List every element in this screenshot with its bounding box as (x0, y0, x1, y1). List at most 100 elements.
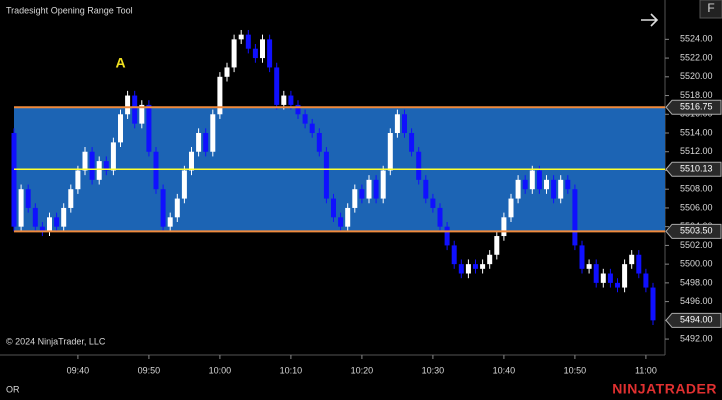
candle-body (75, 170, 81, 190)
x-tick-label: 10:10 (280, 365, 303, 375)
price-flag-label: 5503.50 (680, 226, 713, 236)
candle-body (260, 39, 265, 59)
y-tick-label: 5502.00 (680, 240, 713, 250)
plot-area (11, 29, 665, 326)
button-label[interactable]: F (707, 1, 714, 15)
arrow-icon[interactable] (641, 13, 659, 27)
price-flag (665, 99, 722, 115)
candle-body (338, 217, 344, 227)
candle-body (380, 170, 386, 199)
annotation: A (115, 54, 125, 70)
candle-body (536, 170, 542, 190)
x-tick-label: 09:50 (138, 365, 161, 375)
candle-body (224, 67, 230, 77)
candle-body (480, 264, 486, 269)
price-flag (665, 223, 722, 239)
price-flag-label: 5516.75 (680, 102, 713, 112)
candle-body (245, 34, 251, 49)
candle-body (174, 198, 180, 218)
x-tick-label: 10:00 (209, 365, 232, 375)
candle-body (139, 104, 145, 124)
candle-body (132, 95, 138, 124)
candle-body (607, 273, 613, 283)
candle-body (217, 76, 223, 115)
candle-body (47, 217, 52, 232)
candle-body (89, 151, 95, 180)
y-tick-label: 5518.00 (680, 90, 713, 100)
candle-body (451, 245, 457, 265)
candle-body (402, 114, 407, 134)
chart-title: Tradesight Opening Range Tool (6, 5, 133, 15)
y-tick-label: 5498.00 (680, 277, 713, 287)
candle-body (558, 179, 564, 199)
candle-body (416, 151, 422, 180)
candle-body (103, 161, 109, 171)
candle-body (196, 133, 202, 152)
candle-body (181, 170, 187, 199)
candle-body (252, 48, 258, 59)
candle-body (82, 151, 88, 171)
y-tick-label: 5522.00 (680, 52, 713, 62)
candle-body (267, 39, 273, 68)
candle-body (39, 226, 45, 232)
candle-body (32, 207, 38, 227)
candle-body (586, 264, 592, 269)
candle-body (309, 123, 315, 134)
candle-body (501, 217, 507, 237)
x-tick-label: 09:40 (67, 365, 90, 375)
candle-body (373, 179, 379, 199)
candle-body (18, 189, 24, 227)
candle-body (387, 133, 393, 171)
candle-body (11, 133, 17, 227)
candle-body (529, 170, 535, 190)
candle-body (153, 151, 159, 190)
y-tick-label: 5500.00 (680, 259, 713, 269)
candle-body (274, 67, 280, 105)
candle-body (68, 189, 74, 208)
candle-body (394, 114, 400, 134)
y-tick-label: 5514.00 (680, 127, 713, 137)
candle-body (110, 142, 116, 171)
candle-body (458, 264, 464, 274)
candle-body (203, 133, 209, 152)
y-tick-label: 5496.00 (680, 296, 713, 306)
candle-body (430, 198, 436, 208)
candle-body (437, 207, 443, 227)
x-tick-label: 10:40 (493, 365, 516, 375)
candle-body (366, 179, 372, 199)
candle-body (409, 133, 415, 152)
y-tick-label: 5492.00 (680, 333, 713, 343)
candle-body (345, 207, 351, 227)
candle-body (288, 95, 294, 105)
candle-body (118, 114, 123, 143)
candle-body (508, 198, 514, 218)
candle-body (316, 133, 322, 152)
candle-body (551, 179, 557, 199)
candle-body (629, 254, 635, 265)
candle-body (238, 34, 244, 40)
y-tick-label: 5524.00 (680, 34, 713, 44)
candle-body (160, 189, 166, 227)
candle-body (25, 189, 31, 208)
y-tick-label: 5520.00 (680, 71, 713, 81)
candle-body (600, 273, 606, 283)
candle-body (61, 207, 67, 227)
candle-body (125, 95, 131, 115)
x-tick-label: 10:30 (422, 365, 445, 375)
candle-body (622, 264, 628, 288)
button[interactable] (699, 0, 722, 19)
candle-body (281, 95, 287, 105)
candle-body (515, 179, 521, 199)
candle-body (146, 104, 152, 152)
copyright: © 2024 NinjaTrader, LLC (6, 336, 106, 346)
footer-label: OR (6, 384, 20, 394)
x-tick-label: 10:50 (564, 365, 587, 375)
candle-body (231, 39, 237, 68)
price-flag-label: 5494.00 (680, 315, 713, 325)
candle-body (593, 264, 599, 283)
candle-body (444, 226, 450, 246)
candle-body (487, 254, 493, 265)
candle-body (565, 179, 571, 190)
candle-body (423, 179, 429, 199)
